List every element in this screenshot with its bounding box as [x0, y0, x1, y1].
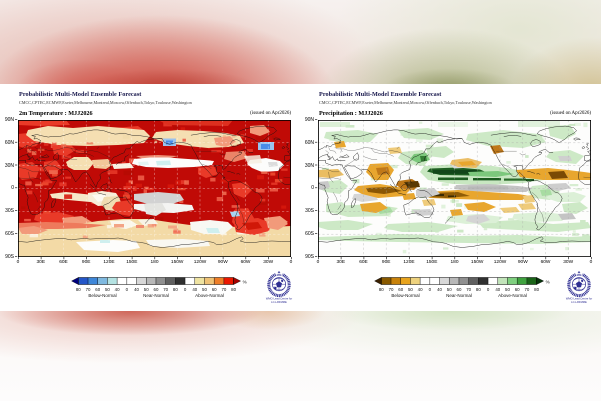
svg-text:50: 50: [144, 287, 149, 292]
svg-text:60: 60: [212, 287, 217, 292]
svg-text:70: 70: [389, 287, 394, 292]
svg-text:80: 80: [173, 287, 178, 292]
svg-text:0: 0: [487, 287, 490, 292]
svg-text:70: 70: [86, 287, 91, 292]
svg-text:80: 80: [476, 287, 481, 292]
svg-text:Near-Normal: Near-Normal: [143, 293, 169, 298]
svg-text:80: 80: [379, 287, 384, 292]
svg-text:40: 40: [495, 287, 500, 292]
svg-text:70: 70: [524, 287, 529, 292]
svg-text:Above-Normal: Above-Normal: [498, 293, 527, 298]
svg-text:50: 50: [202, 287, 207, 292]
svg-text:40: 40: [192, 287, 197, 292]
svg-text:80: 80: [231, 287, 236, 292]
svg-text:40: 40: [418, 287, 423, 292]
svg-text:40: 40: [134, 287, 139, 292]
svg-text:70: 70: [163, 287, 168, 292]
svg-text:Near-Normal: Near-Normal: [446, 293, 472, 298]
svg-text:LC-LRFMME: LC-LRFMME: [271, 300, 287, 304]
svg-text:60: 60: [95, 287, 100, 292]
svg-text:0: 0: [126, 287, 129, 292]
svg-text:40: 40: [115, 287, 120, 292]
svg-text:60: 60: [457, 287, 462, 292]
svg-text:%: %: [546, 280, 550, 285]
svg-text:50: 50: [408, 287, 413, 292]
svg-text:0: 0: [429, 287, 432, 292]
svg-text:0: 0: [184, 287, 187, 292]
svg-text:WMO Lead Centre for: WMO Lead Centre for: [566, 297, 592, 301]
svg-text:80: 80: [76, 287, 81, 292]
svg-text:80: 80: [534, 287, 539, 292]
svg-text:60: 60: [515, 287, 520, 292]
svg-text:WMO Lead Centre for: WMO Lead Centre for: [266, 297, 292, 301]
svg-text:60: 60: [154, 287, 159, 292]
svg-text:70: 70: [466, 287, 471, 292]
svg-text:%: %: [243, 280, 247, 285]
svg-text:Below-Normal: Below-Normal: [391, 293, 419, 298]
svg-text:40: 40: [437, 287, 442, 292]
svg-text:Below-Normal: Below-Normal: [88, 293, 116, 298]
svg-text:50: 50: [505, 287, 510, 292]
svg-text:70: 70: [221, 287, 226, 292]
svg-text:LC-LRFMME: LC-LRFMME: [571, 300, 587, 304]
svg-text:50: 50: [105, 287, 110, 292]
svg-text:50: 50: [447, 287, 452, 292]
svg-text:60: 60: [398, 287, 403, 292]
svg-text:Above-Normal: Above-Normal: [195, 293, 224, 298]
